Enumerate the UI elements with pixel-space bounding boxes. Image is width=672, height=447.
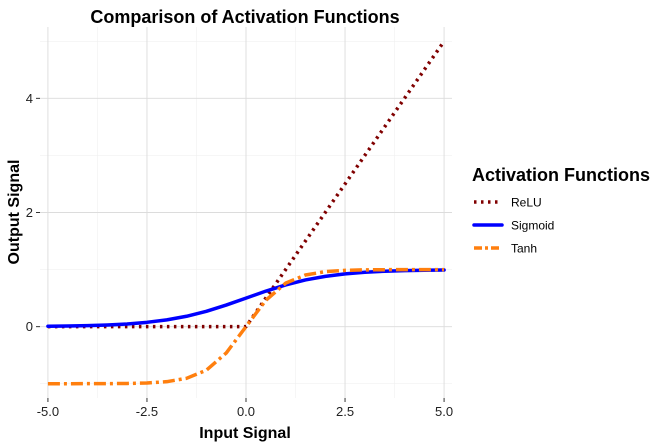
major-gridlines [40,27,452,398]
series-lines [46,40,446,386]
y-tick-label: 2 [26,205,33,220]
axis-ticks: -5.0 -2.5 0.0 2.5 5.0 0 2 4 [26,91,453,419]
legend-label-sigmoid: Sigmoid [511,219,554,233]
legend-title: Activation Functions [472,165,650,185]
legend-label-relu: ReLU [511,196,542,210]
x-tick-label: 5.0 [435,404,453,419]
chart-title: Comparison of Activation Functions [90,7,399,27]
series-line-sigmoid [46,268,446,328]
legend-label-tanh: Tanh [511,242,537,256]
series-line-tanh [47,267,445,386]
legend: Activation Functions ReLU Sigmoid Tanh [472,165,650,256]
y-axis-title: Output Signal [6,160,23,265]
x-tick-label: 0.0 [237,404,255,419]
x-axis-title: Input Signal [199,425,291,442]
series-line-relu [47,40,446,329]
x-tick-label: -2.5 [136,404,158,419]
x-tick-label: 2.5 [336,404,354,419]
y-tick-label: 4 [26,91,33,106]
y-tick-label: 0 [26,319,33,334]
x-tick-label: -5.0 [37,404,59,419]
